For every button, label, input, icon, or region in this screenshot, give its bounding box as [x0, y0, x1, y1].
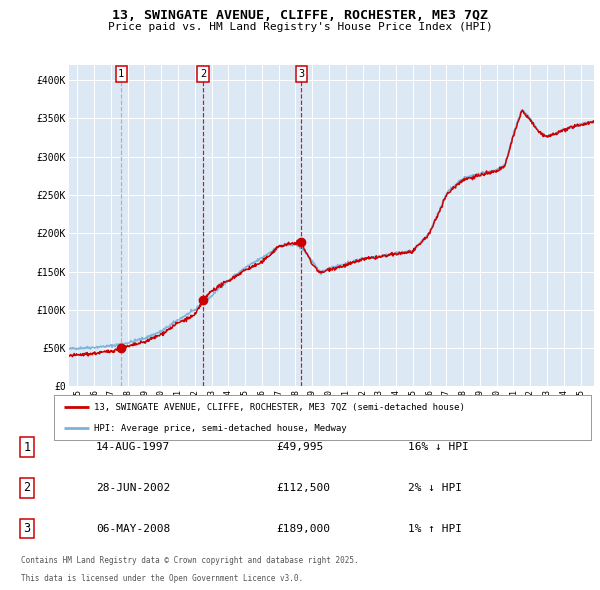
Text: 28-JUN-2002: 28-JUN-2002 [96, 483, 170, 493]
Text: This data is licensed under the Open Government Licence v3.0.: This data is licensed under the Open Gov… [21, 574, 303, 583]
Text: HPI: Average price, semi-detached house, Medway: HPI: Average price, semi-detached house,… [94, 424, 347, 433]
Text: 13, SWINGATE AVENUE, CLIFFE, ROCHESTER, ME3 7QZ: 13, SWINGATE AVENUE, CLIFFE, ROCHESTER, … [112, 9, 488, 22]
Text: 1: 1 [118, 69, 124, 79]
Text: 3: 3 [298, 69, 304, 79]
Text: Contains HM Land Registry data © Crown copyright and database right 2025.: Contains HM Land Registry data © Crown c… [21, 556, 359, 565]
Text: 3: 3 [23, 522, 31, 535]
Text: 2: 2 [200, 69, 206, 79]
Text: 2: 2 [23, 481, 31, 494]
Text: 06-MAY-2008: 06-MAY-2008 [96, 524, 170, 533]
Text: 1: 1 [23, 441, 31, 454]
Text: 13, SWINGATE AVENUE, CLIFFE, ROCHESTER, ME3 7QZ (semi-detached house): 13, SWINGATE AVENUE, CLIFFE, ROCHESTER, … [94, 403, 465, 412]
Text: £49,995: £49,995 [276, 442, 323, 452]
Text: 2% ↓ HPI: 2% ↓ HPI [408, 483, 462, 493]
Text: 1% ↑ HPI: 1% ↑ HPI [408, 524, 462, 533]
Text: £189,000: £189,000 [276, 524, 330, 533]
Text: Price paid vs. HM Land Registry's House Price Index (HPI): Price paid vs. HM Land Registry's House … [107, 22, 493, 32]
Text: 14-AUG-1997: 14-AUG-1997 [96, 442, 170, 452]
Text: £112,500: £112,500 [276, 483, 330, 493]
Text: 16% ↓ HPI: 16% ↓ HPI [408, 442, 469, 452]
